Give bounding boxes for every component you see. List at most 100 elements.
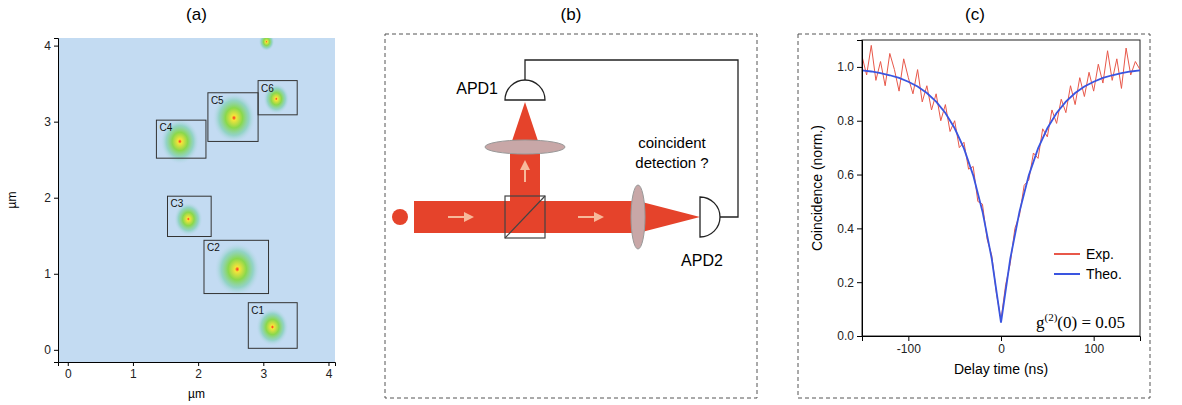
tick-label: 100 [1084,342,1104,356]
box [204,240,269,293]
legend: Exp. Theo. [1054,246,1122,282]
axis-line [863,337,1141,342]
annotation: detection ? [635,154,708,171]
tick: 1.0 [837,60,862,74]
tick-label: 0.0 [837,329,854,343]
box [208,93,258,142]
box-label: C5 [211,95,224,106]
tick-label: -100 [897,342,921,356]
diagram: (b)APD1APD2coincidentdetection ? [385,5,757,398]
legend-label: Exp. [1086,246,1114,262]
panel-title: (b) [561,5,582,24]
tick-mark [68,362,69,366]
series-line [862,45,1140,319]
beam-splitter-diagonal [505,196,545,238]
box-label: C4 [159,122,172,133]
axis-line [857,41,863,337]
y-axis-title: Coincidence (norm.) [809,125,825,251]
tick-label: 2 [195,367,202,381]
lens [485,140,565,154]
tick: 3 [44,115,58,129]
tick: 1 [44,267,58,281]
tick: 0 [998,336,1005,356]
tick: 0 [44,343,58,357]
legend-swatch [1054,273,1080,275]
tick-label: 1 [44,267,51,281]
plot-area [58,38,335,362]
tick-mark [54,350,58,351]
figure: (a)C1C2C3C4C5C60123401234µmµm(b)APD1APD2… [0,0,1182,405]
tick-mark [133,362,134,366]
tick: -100 [897,336,921,356]
axis-line [54,39,59,363]
y-axis: 01234 [44,39,58,363]
arrow [578,216,602,218]
x-axis-title: Delay time (ns) [954,361,1048,377]
tick-mark [263,362,264,366]
annotation-part: (2) [1045,311,1058,324]
tick-mark [198,362,199,366]
legend-swatch [1054,253,1080,255]
tick: 4 [326,362,333,381]
box [167,196,211,236]
tick-label: 0 [65,367,72,381]
tick-label: 0.8 [837,114,854,128]
panel-title: (c) [965,5,985,24]
plot-frame [862,40,1140,336]
annotation: g(2)(0) = 0.05 [1036,311,1125,332]
legend-label: Theo. [1086,266,1122,282]
tick: 100 [1084,336,1104,356]
detector [700,197,720,237]
detector-label: APD2 [681,252,723,269]
tick: 0.6 [837,168,862,182]
tick: 2 [44,191,58,205]
tick: 0.2 [837,276,862,290]
annotation-part: (0) = 0.05 [1057,313,1125,332]
tick: 1 [130,362,137,381]
tick-mark [54,122,58,123]
source [392,209,408,225]
x-axis: -100 0 100 [863,336,1141,356]
tick-label: 4 [326,367,333,381]
detector-label: APD1 [456,80,498,97]
tick-mark [1001,336,1002,341]
wire [525,60,738,217]
beam-focus [638,201,700,233]
arrow [448,216,472,218]
box-label: C6 [261,83,274,94]
tick-mark [328,362,329,366]
spot [259,38,275,51]
boxes: C1C2C3C4C5C6 [156,81,297,349]
y-axis: 0.0 0.2 0.4 0.6 0.8 1.0 [837,41,862,344]
spot [214,243,260,296]
image-background [58,38,335,362]
tick-label: 1.0 [837,60,854,74]
tick: 0.0 [837,329,862,343]
panel-title: (a) [186,5,207,24]
spot [160,119,199,165]
panel-frame [798,34,1150,398]
axis-line [59,363,336,367]
tick-label: 3 [44,115,51,129]
box [156,120,206,158]
beam [510,147,540,201]
arrow [524,162,526,182]
box-label: C2 [207,242,220,253]
x-axis: 01234 [59,362,336,381]
tick-mark [908,336,909,341]
tick-label: 2 [44,191,51,205]
tick: 0.8 [837,114,862,128]
tick-label: 0 [998,342,1005,356]
y-axis-title: µm [5,192,19,209]
tick-label: 0.4 [837,222,854,236]
tick-label: 1 [130,367,137,381]
tick-label: 0.2 [837,276,854,290]
detector [505,80,545,100]
tick-mark [1094,336,1095,341]
tick-mark [857,282,862,283]
tick-mark [857,228,862,229]
plot-area [862,45,1140,322]
box [258,81,297,115]
box [248,303,297,349]
tick: 0.4 [837,222,862,236]
